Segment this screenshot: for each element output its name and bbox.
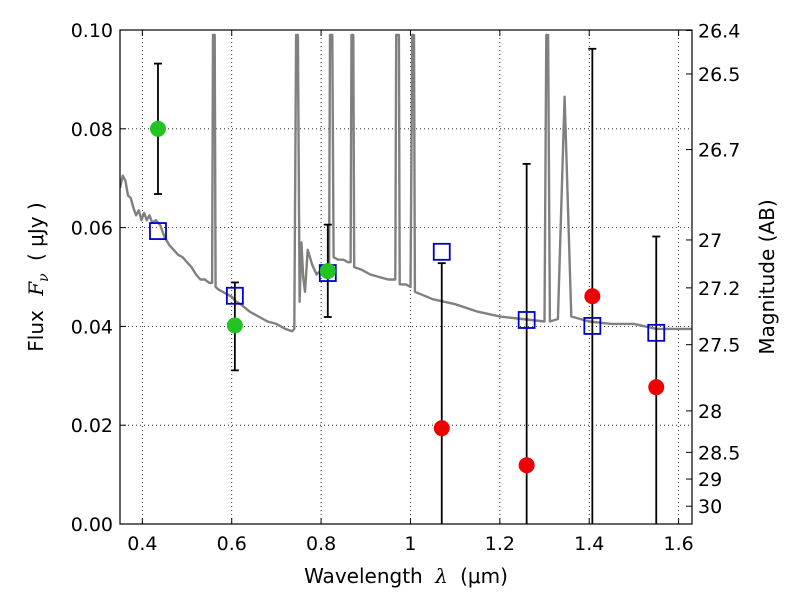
nondetection-point	[648, 379, 665, 396]
y-tick-label: 0.10	[71, 20, 113, 42]
nondetection-point	[518, 457, 535, 474]
y2-tick-label: 26.4	[698, 20, 740, 42]
nondetection-point	[433, 420, 450, 437]
y-tick-label: 0.04	[71, 316, 113, 338]
plot-frame	[119, 29, 693, 525]
x-tick-label: 1	[404, 533, 416, 555]
y-tick-label: 0.00	[71, 514, 113, 536]
y2-tick-label: 27	[698, 230, 722, 252]
model-square	[225, 286, 244, 305]
nondetection-point	[584, 288, 601, 305]
x-tick-label: 1.4	[574, 533, 604, 555]
x-tick-label: 0.6	[217, 533, 247, 555]
data-layer	[120, 33, 692, 524]
grid	[120, 29, 692, 525]
model-square	[432, 242, 451, 261]
y-tick-label: 0.08	[71, 119, 113, 141]
y-tick-label: 0.06	[71, 218, 113, 240]
x-tick-label: 1.2	[485, 533, 515, 555]
y2-tick-label: 28	[698, 401, 722, 423]
model-square	[517, 311, 536, 329]
detection-point	[319, 263, 336, 280]
y2-tick-label: 27.2	[698, 278, 740, 300]
ticks: 0.4 0.6 0.8 1 1.2 1.4 1.6 0.00 0.02 0.04 0.06 0.08 0…	[71, 20, 741, 555]
x-tick-label: 0.8	[306, 533, 336, 555]
series-group	[120, 33, 692, 524]
model-square	[647, 323, 666, 342]
y2-tick-label: 29	[698, 469, 722, 491]
spectrum-line	[120, 33, 692, 333]
y2-tick-label: 28.5	[698, 442, 740, 464]
y2-axis-label: Magnitude (AB)	[755, 199, 779, 354]
x-axis-label: Wavelength λ (μm)	[304, 564, 508, 588]
y-tick-label: 0.02	[71, 415, 113, 437]
x-tick-label: 0.4	[127, 533, 157, 555]
model-square	[149, 222, 167, 240]
y2-tick-label: 27.5	[698, 335, 740, 357]
detection-point	[226, 317, 243, 334]
y-axis-label: Flux Fν ( μJy )	[24, 202, 53, 351]
y2-tick-label: 26.7	[698, 140, 740, 162]
y2-tick-label: 26.5	[698, 64, 740, 86]
model-square	[583, 317, 602, 335]
x-tick-label: 1.6	[663, 533, 693, 555]
y2-tick-label: 30	[698, 496, 722, 518]
detection-point	[149, 120, 166, 137]
